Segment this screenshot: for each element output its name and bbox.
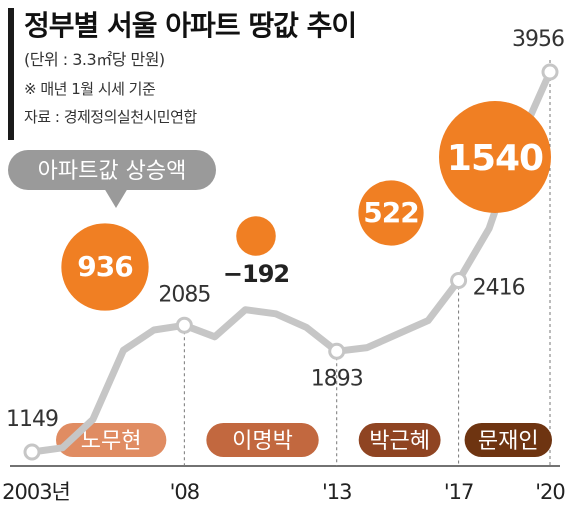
data-label-2003: 1149 [6, 407, 58, 432]
data-point-2017 [450, 271, 468, 289]
chart-title: 정부별 서울 아파트 땅값 추이 [24, 9, 357, 42]
chart-source: 자료 : 경제정의실천시민연합 [24, 108, 197, 126]
data-label-2020: 3956 [512, 27, 564, 52]
chart-basis-note: ※ 매년 1월 시세 기준 [24, 80, 156, 98]
legend-bubble [8, 150, 216, 190]
x-tick-label-4: '17 [444, 480, 474, 504]
period-band-2 [206, 423, 319, 457]
increase-bubble-2 [236, 216, 276, 256]
period-label-2: 이명박 [232, 429, 293, 454]
title-accent-bar [8, 8, 14, 140]
period-band-3 [358, 423, 441, 457]
legend-bubble-pointer [104, 188, 128, 208]
x-tick-label-2: '08 [170, 480, 200, 504]
series-line [28, 68, 554, 456]
increase-label-4: 1540 [447, 138, 543, 179]
data-point-2013 [328, 342, 346, 360]
x-tick-label-5: '20 [535, 480, 565, 504]
x-tick-label-1: 2003년 [2, 480, 70, 504]
period-label-1: 노무현 [81, 429, 142, 454]
increase-bubble-4 [439, 101, 551, 213]
data-point-2003 [23, 443, 41, 461]
increase-label-3: 522 [363, 196, 418, 229]
data-point-2008 [175, 316, 193, 334]
data-label-2008: 2085 [158, 282, 210, 307]
period-label-4: 문재인 [478, 429, 539, 454]
data-label-2013: 1893 [311, 366, 363, 391]
period-band-4 [464, 423, 552, 457]
data-label-2017: 2416 [473, 275, 525, 300]
increase-label-1: 936 [77, 250, 132, 283]
x-tick-label-3: '13 [322, 480, 352, 504]
data-point-2020 [541, 63, 559, 81]
increase-label-2: −192 [223, 260, 289, 288]
period-label-3: 박근혜 [369, 429, 430, 454]
increase-bubble-3 [358, 180, 424, 246]
chart-unit-note: (단위 : 3.3㎡당 만원) [24, 50, 165, 69]
legend-bubble-label: 아파트값 상승액 [38, 159, 187, 184]
increase-bubble-1 [61, 223, 149, 311]
